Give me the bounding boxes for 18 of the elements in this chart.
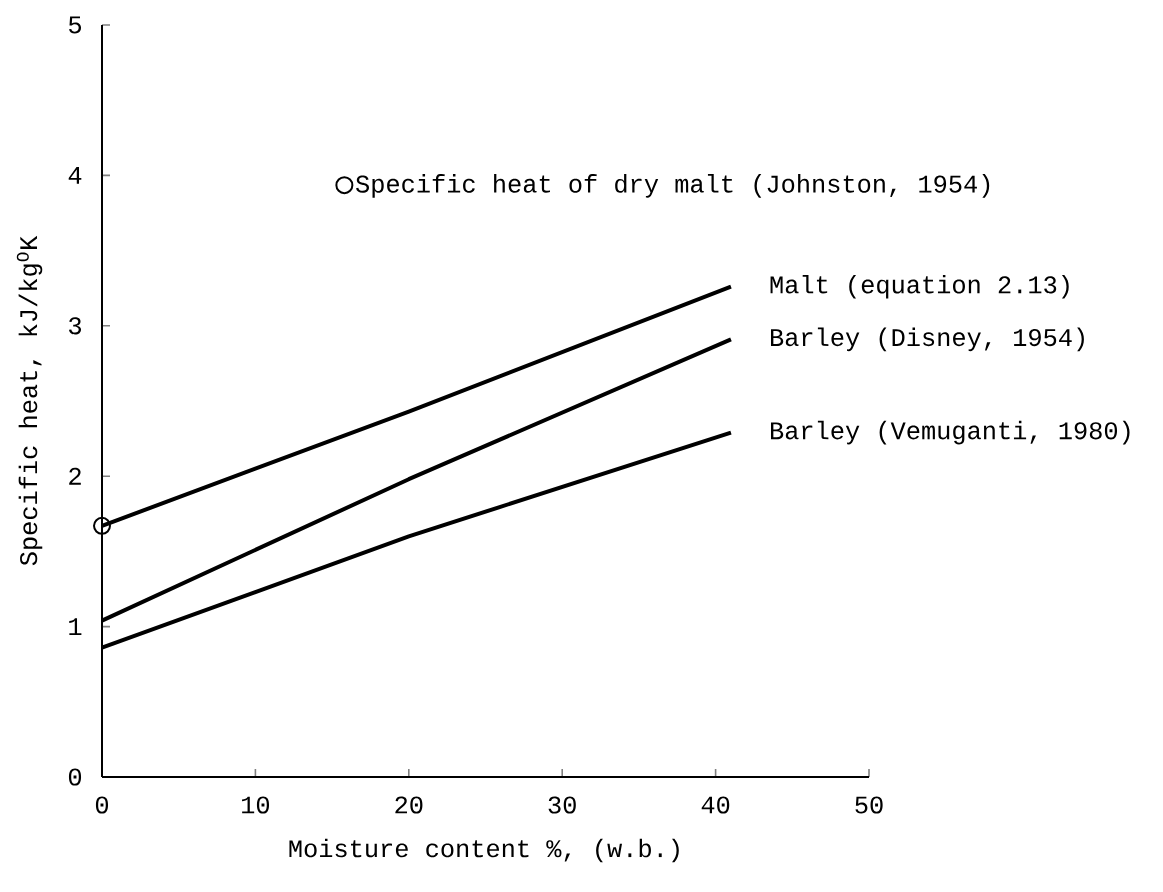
y-tick-label: 4: [68, 167, 82, 184]
y-tick-label: 1: [69, 618, 82, 635]
x-tick-label: 30: [548, 796, 576, 814]
x-axis-title: Moisture content %, (w.b.): [289, 838, 679, 863]
y-tick-label: 5: [69, 16, 82, 34]
y-axis-title: Specific heat, kJ/kg$^{O}$K: [16, 235, 43, 566]
y-tick-label: 2: [69, 467, 81, 485]
series-label: Barley (Vemuganti, 1980): [771, 420, 1130, 445]
x-tick-label: 0: [95, 796, 109, 814]
legend-label: Specific heat of dry malt (Johnston, 1954): [356, 174, 990, 198]
y-tick-label: 3: [69, 317, 82, 335]
x-tick-label: 50: [855, 796, 883, 814]
y-tick-label: 0: [68, 768, 82, 786]
series-label: Malt (equation 2.13): [770, 274, 1069, 299]
x-tick-label: 10: [242, 796, 270, 814]
x-tick-label: 20: [395, 796, 423, 814]
x-tick-label: 40: [701, 796, 730, 814]
series-label: Barley (Disney, 1954): [771, 327, 1084, 352]
